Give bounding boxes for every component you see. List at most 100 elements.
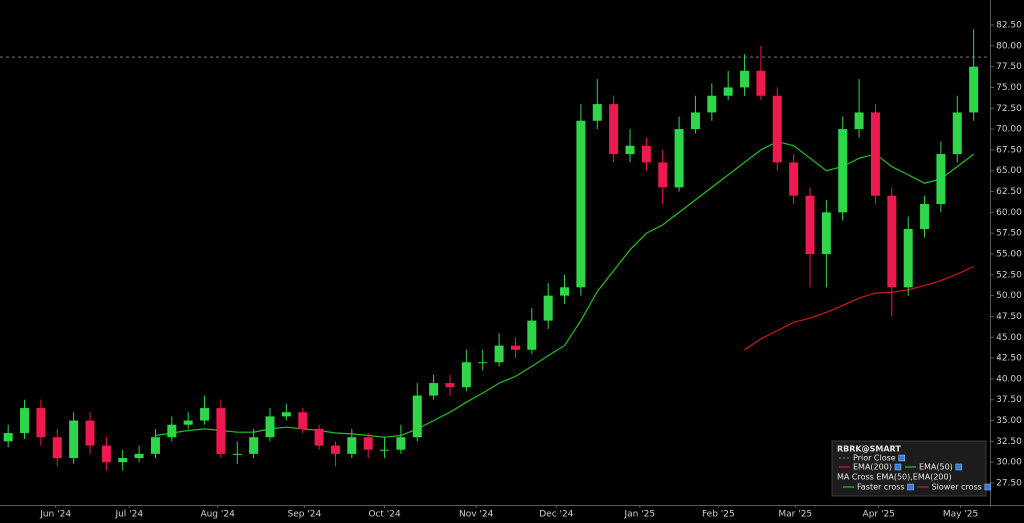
candle-body xyxy=(461,362,471,388)
candle-body xyxy=(576,120,586,288)
y-tick-label: 55.00 xyxy=(996,249,1022,259)
candle-body xyxy=(36,408,46,438)
candle-body xyxy=(429,383,439,396)
legend-label: EMA(50) xyxy=(919,463,953,472)
candle-body xyxy=(249,437,259,454)
x-tick-label: Mar '25 xyxy=(778,510,812,520)
candle-body xyxy=(150,437,160,454)
candle-body xyxy=(281,412,291,417)
y-tick-label: 32.50 xyxy=(996,437,1022,447)
x-tick-label: Apr '25 xyxy=(863,510,895,520)
y-tick-label: 50.00 xyxy=(996,291,1022,301)
y-tick-label: 40.00 xyxy=(996,374,1022,384)
candle-body xyxy=(854,112,864,130)
candle-body xyxy=(740,70,750,88)
candle-body xyxy=(805,195,815,254)
y-tick-label: 27.50 xyxy=(996,479,1022,489)
candle-body xyxy=(641,145,651,163)
candle-body xyxy=(101,445,111,463)
legend-label: Prior Close xyxy=(853,454,896,463)
candle-body xyxy=(314,428,324,446)
candle-body xyxy=(936,154,946,205)
candle-body xyxy=(920,204,930,230)
y-tick-label: 42.50 xyxy=(996,354,1022,364)
y-tick-label: 65.00 xyxy=(996,166,1022,176)
legend-label: EMA(200) xyxy=(853,463,892,472)
legend-label: Slower cross xyxy=(932,483,982,492)
candle-body xyxy=(478,362,488,364)
candle-body xyxy=(396,437,406,450)
y-tick-label: 60.00 xyxy=(996,208,1022,218)
legend-checkbox xyxy=(898,454,905,462)
legend-label: Faster cross xyxy=(857,483,905,492)
y-tick-label: 35.00 xyxy=(996,416,1022,426)
y-tick-label: 47.50 xyxy=(996,312,1022,322)
candle-body xyxy=(690,112,700,130)
ma-line xyxy=(155,140,974,438)
ma-line xyxy=(744,265,974,351)
candle-body xyxy=(756,70,766,96)
candle-body xyxy=(658,162,668,188)
candle-body xyxy=(445,383,455,388)
y-tick-label: 45.00 xyxy=(996,333,1022,343)
x-tick-label: Oct '24 xyxy=(368,510,401,520)
candle-body xyxy=(3,433,13,442)
candle-body xyxy=(183,420,193,425)
candle-body xyxy=(723,87,733,96)
candle-body xyxy=(560,287,570,296)
x-tick-label: Jan '25 xyxy=(623,510,655,520)
y-tick-label: 77.50 xyxy=(996,62,1022,72)
candle-body xyxy=(265,416,275,438)
x-tick-label: Sep '24 xyxy=(287,510,321,520)
candle-body xyxy=(216,408,226,454)
legend-checkbox xyxy=(907,483,914,491)
x-tick-label: Dec '24 xyxy=(539,510,573,520)
y-tick-label: 67.50 xyxy=(996,145,1022,155)
candle-body xyxy=(609,104,619,155)
y-tick-label: 30.00 xyxy=(996,458,1022,468)
y-tick-label: 62.50 xyxy=(996,187,1022,197)
candle-body xyxy=(118,458,128,463)
candle-body xyxy=(952,112,962,155)
candle-body xyxy=(969,66,979,113)
legend-group: MA Cross EMA(50),EMA(200) xyxy=(837,473,952,482)
candle-body xyxy=(20,408,30,434)
candle-body xyxy=(674,129,684,188)
candle-body xyxy=(347,437,357,454)
candle-body xyxy=(494,345,504,363)
candle-body xyxy=(625,145,635,155)
candle-body xyxy=(69,420,79,459)
candle-body xyxy=(543,295,553,321)
candle-body xyxy=(298,412,308,429)
y-tick-label: 52.50 xyxy=(996,270,1022,280)
candle-body xyxy=(789,162,799,196)
x-tick-label: Jul '24 xyxy=(114,510,143,520)
y-tick-label: 57.50 xyxy=(996,229,1022,239)
y-tick-label: 37.50 xyxy=(996,395,1022,405)
candle-body xyxy=(134,453,144,459)
y-tick-label: 80.00 xyxy=(996,41,1022,51)
candle-body xyxy=(510,345,520,350)
legend-checkbox xyxy=(955,463,963,471)
candle-body xyxy=(52,437,62,459)
y-tick-label: 75.00 xyxy=(996,83,1022,93)
candle-body xyxy=(412,395,422,438)
candle-body xyxy=(167,424,177,438)
legend-checkbox xyxy=(894,463,902,471)
candle-body xyxy=(772,95,782,163)
x-tick-label: Jun '24 xyxy=(39,510,71,520)
candle-body xyxy=(232,453,242,455)
candle-body xyxy=(380,449,390,451)
candle-body xyxy=(887,195,897,288)
legend-checkbox xyxy=(984,483,992,491)
x-tick-label: Feb '25 xyxy=(702,510,735,520)
y-tick-label: 72.50 xyxy=(996,104,1022,114)
candle-body xyxy=(527,320,537,350)
candle-body xyxy=(838,129,848,213)
candle-body xyxy=(707,95,717,113)
candle-body xyxy=(821,212,831,254)
legend-title: RBRK@SMART xyxy=(837,445,901,454)
candle-body xyxy=(85,420,95,446)
